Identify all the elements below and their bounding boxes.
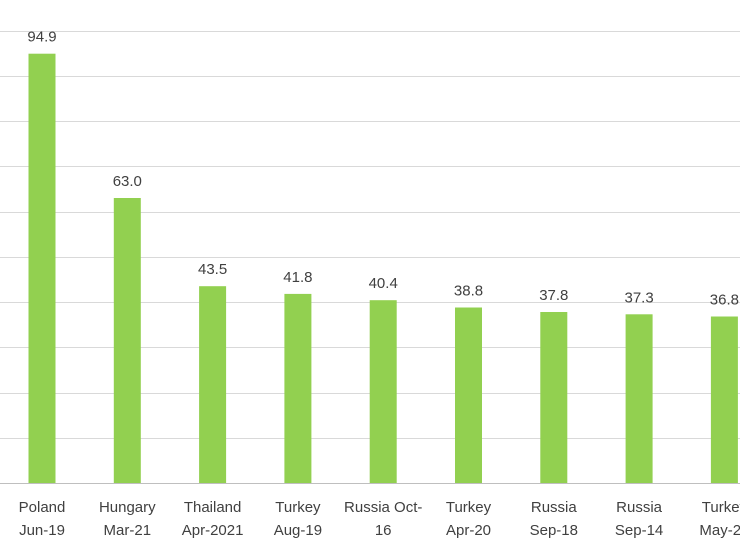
bar <box>625 314 653 483</box>
x-tick-label: Turkey <box>275 499 321 516</box>
data-label: 40.4 <box>369 275 398 292</box>
data-label: 37.8 <box>539 287 568 304</box>
bar <box>455 307 482 483</box>
data-label: 63.0 <box>113 173 142 190</box>
bar <box>28 53 56 483</box>
data-label: 36.8 <box>710 292 739 309</box>
bar <box>284 293 312 483</box>
x-tick-label: Mar-21 <box>104 522 152 539</box>
data-label: 38.8 <box>454 283 483 300</box>
bars <box>28 53 738 483</box>
bar <box>540 312 568 483</box>
data-labels: 94.9 63.0 43.5 41.8 40.4 38.8 37.8 37.3 36.8 <box>27 29 739 309</box>
bar <box>710 316 738 483</box>
x-tick-labels: Poland Jun-19 Hungary Mar-21 Thailand Apr-202… <box>19 499 740 539</box>
bar <box>199 286 227 483</box>
x-tick-label: Apr-20 <box>446 522 491 539</box>
x-tick-label: Poland <box>19 499 66 516</box>
x-tick-label: Apr-2021 <box>182 522 244 539</box>
x-tick-label: Turkey <box>702 499 740 516</box>
bar <box>113 198 141 483</box>
bar <box>369 300 397 483</box>
x-tick-label: Aug-19 <box>274 522 322 539</box>
x-tick-label: 16 <box>375 522 392 539</box>
x-tick-label: Russia <box>531 499 578 516</box>
x-tick-label: Jun-19 <box>19 522 65 539</box>
data-label: 41.8 <box>283 269 312 286</box>
data-label: 94.9 <box>27 29 56 46</box>
x-tick-label: Russia <box>616 499 663 516</box>
x-tick-label: Sep-18 <box>530 522 578 539</box>
data-label: 37.3 <box>624 289 653 306</box>
x-tick-label: Turkey <box>446 499 492 516</box>
data-label: 43.5 <box>198 261 227 278</box>
x-tick-label: Sep-14 <box>615 522 663 539</box>
x-tick-label: Russia Oct- <box>344 499 422 516</box>
x-tick-label: May-20 <box>699 522 740 539</box>
x-tick-label: Hungary <box>99 499 156 516</box>
x-tick-label: Thailand <box>184 499 242 516</box>
